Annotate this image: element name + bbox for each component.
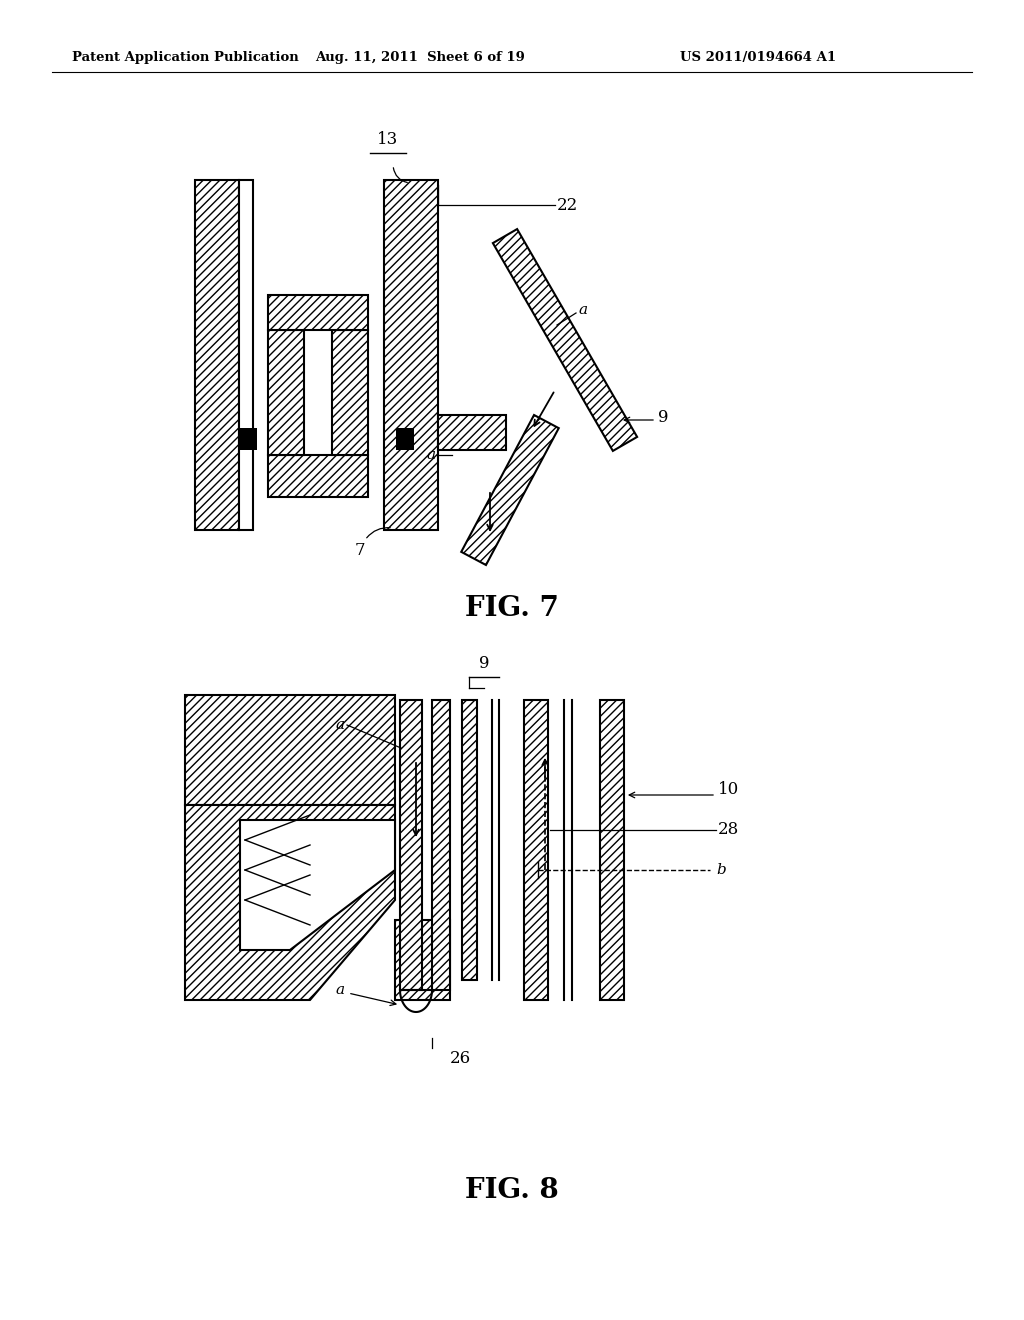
Bar bbox=[395, 920, 450, 1001]
Polygon shape bbox=[493, 230, 637, 451]
Text: Aug. 11, 2011  Sheet 6 of 19: Aug. 11, 2011 Sheet 6 of 19 bbox=[315, 51, 525, 65]
Bar bbox=[268, 455, 368, 498]
Bar bbox=[400, 700, 422, 990]
Text: a: a bbox=[336, 718, 345, 733]
Bar bbox=[462, 700, 477, 979]
Bar bbox=[195, 180, 239, 531]
Bar bbox=[600, 700, 624, 1001]
Polygon shape bbox=[240, 820, 395, 950]
Text: a: a bbox=[578, 304, 587, 317]
Text: 26: 26 bbox=[450, 1049, 471, 1067]
Bar bbox=[239, 428, 257, 450]
Polygon shape bbox=[461, 414, 559, 565]
Text: 9: 9 bbox=[479, 655, 489, 672]
Text: 13: 13 bbox=[378, 131, 398, 148]
Text: FIG. 8: FIG. 8 bbox=[465, 1176, 559, 1204]
Text: a: a bbox=[336, 983, 345, 997]
Bar bbox=[432, 700, 450, 990]
Text: 9: 9 bbox=[658, 409, 669, 426]
Text: Patent Application Publication: Patent Application Publication bbox=[72, 51, 299, 65]
Bar bbox=[268, 330, 304, 455]
Bar bbox=[438, 414, 506, 450]
Bar bbox=[268, 294, 368, 330]
Bar bbox=[185, 696, 395, 805]
Text: 10: 10 bbox=[718, 781, 739, 799]
Text: 7: 7 bbox=[354, 543, 366, 558]
Bar bbox=[396, 428, 414, 450]
Bar bbox=[524, 700, 548, 1001]
Text: US 2011/0194664 A1: US 2011/0194664 A1 bbox=[680, 51, 837, 65]
Polygon shape bbox=[185, 805, 395, 1001]
Text: 28: 28 bbox=[718, 821, 739, 838]
Text: a: a bbox=[427, 447, 436, 462]
Text: FIG. 7: FIG. 7 bbox=[465, 594, 559, 622]
Text: b: b bbox=[716, 863, 726, 876]
Bar bbox=[384, 180, 438, 531]
Text: 22: 22 bbox=[557, 197, 579, 214]
Bar bbox=[332, 330, 368, 455]
Bar bbox=[239, 180, 253, 531]
